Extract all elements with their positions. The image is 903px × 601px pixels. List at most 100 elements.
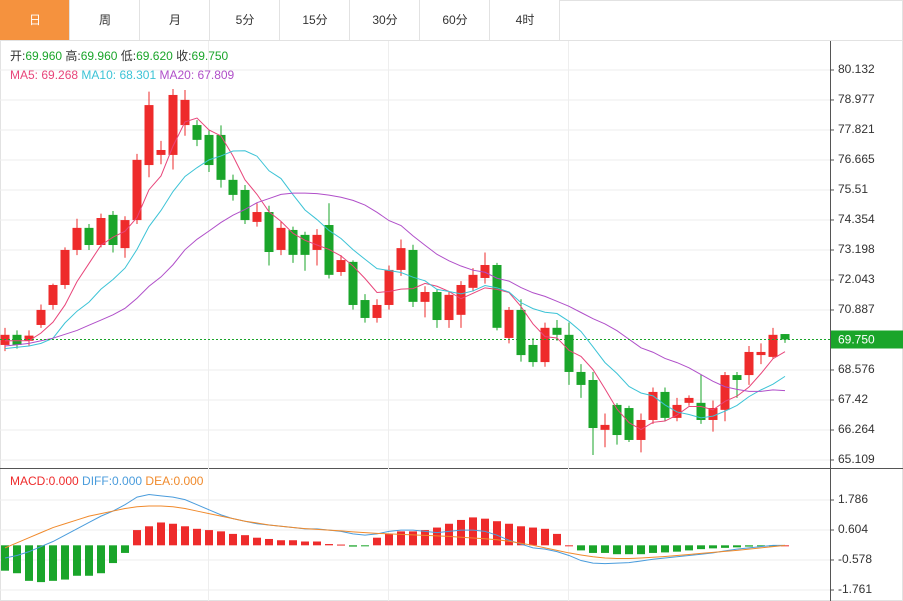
y-tick-label: 80.132 — [838, 62, 875, 76]
y-tick-label: 75.51 — [838, 182, 868, 196]
text-part: 69.750 — [192, 49, 229, 63]
macd-bar — [613, 545, 621, 555]
candle-body — [312, 234, 322, 250]
text-part: 69.960 — [25, 49, 62, 63]
tab-label[interactable]: 15分 — [302, 13, 327, 27]
candle-body — [156, 149, 166, 155]
tab[interactable] — [420, 0, 490, 40]
text-part: 69.268 — [41, 68, 78, 82]
tab-label[interactable]: 5分 — [236, 13, 255, 27]
text-part: 开: — [10, 49, 25, 63]
tab-label[interactable]: 60分 — [442, 13, 467, 27]
y-tick-label: 76.665 — [838, 152, 875, 166]
candle-body — [648, 391, 658, 420]
candle-body — [60, 249, 70, 285]
text-part: 高: — [65, 48, 80, 63]
macd-bar — [373, 537, 381, 546]
tab[interactable] — [280, 0, 350, 40]
candle-body — [408, 249, 418, 302]
tab-label[interactable]: 日 — [29, 13, 41, 27]
candle-body — [720, 375, 730, 410]
candle-body — [480, 264, 490, 278]
macd-bar — [361, 545, 369, 547]
macd-bar — [577, 545, 585, 551]
candle-body — [468, 274, 478, 288]
candle-body — [204, 134, 214, 166]
text-part: MACD: — [10, 474, 49, 488]
candle-body — [432, 291, 442, 321]
candle-body — [36, 309, 46, 325]
macd-bar — [397, 531, 405, 546]
macd-bar — [745, 545, 753, 547]
macd-bar — [481, 518, 489, 546]
candle-body — [756, 351, 766, 356]
ma-line — [5, 117, 786, 431]
tab[interactable] — [0, 0, 70, 40]
tab-label[interactable]: 周 — [99, 13, 111, 27]
macd-bar — [157, 522, 165, 546]
macd-bar — [73, 545, 81, 576]
tab-label[interactable]: 30分 — [372, 13, 397, 27]
macd-bar — [253, 537, 261, 546]
candle-body — [768, 334, 778, 357]
candle-body — [612, 404, 622, 436]
macd-bar — [541, 528, 549, 546]
candle-body — [780, 334, 790, 340]
candle-body — [264, 212, 274, 253]
tab[interactable] — [210, 0, 280, 40]
y-tick-label: 70.887 — [838, 302, 875, 316]
text-part: DIFF: — [82, 474, 112, 488]
macd-bar — [421, 530, 429, 546]
macd-bar — [325, 544, 333, 546]
text-part: 0.000 — [173, 474, 203, 488]
tab-label[interactable]: 4时 — [516, 13, 535, 27]
tab[interactable] — [70, 0, 140, 40]
candle-body — [576, 371, 586, 385]
macd-bar — [601, 545, 609, 553]
y-tick-label: 0.604 — [838, 522, 868, 536]
macd-bar — [97, 545, 105, 574]
text-part: 低: — [121, 49, 136, 63]
tab[interactable] — [490, 0, 560, 40]
tab[interactable] — [350, 0, 420, 40]
macd-bar — [661, 545, 669, 553]
y-tick-label: 67.42 — [838, 392, 868, 406]
candle-body — [516, 309, 526, 356]
candle-body — [240, 189, 250, 221]
macd-bar — [169, 523, 177, 546]
macd-bar — [637, 545, 645, 555]
y-tick-label: 78.977 — [838, 92, 875, 106]
candle-body — [276, 227, 286, 250]
y-tick-label: -0.578 — [838, 552, 872, 566]
macd-bar — [565, 545, 573, 547]
macd-bar — [37, 545, 45, 583]
candle-body — [600, 424, 610, 430]
candle-body — [504, 309, 514, 338]
candle-body — [540, 327, 550, 363]
tab-label[interactable]: 月 — [169, 13, 181, 27]
text-part: DEA: — [145, 474, 173, 488]
candle-body — [168, 94, 178, 155]
candle-body — [420, 291, 430, 302]
text-part: 0.000 — [112, 474, 142, 488]
candle-body — [624, 408, 634, 440]
ma-legend: MA5: 69.268 MA10: 68.301 MA20: 67.809 — [10, 68, 235, 82]
candle-body — [72, 227, 82, 250]
macd-bar — [445, 523, 453, 546]
candle-body — [84, 227, 94, 246]
y-tick-label: 1.786 — [838, 492, 868, 506]
candle-body — [564, 334, 574, 372]
macd-bar — [493, 521, 501, 546]
candle-body — [492, 264, 502, 328]
macd-bar — [649, 545, 657, 553]
candle-body — [132, 159, 142, 221]
text-part: MA20: — [159, 68, 194, 82]
macd-bar — [337, 544, 345, 546]
candle-body — [108, 214, 118, 246]
tab[interactable] — [140, 0, 210, 40]
candle-body — [216, 134, 226, 180]
macd-bar — [589, 545, 597, 553]
candle-body — [360, 300, 370, 318]
